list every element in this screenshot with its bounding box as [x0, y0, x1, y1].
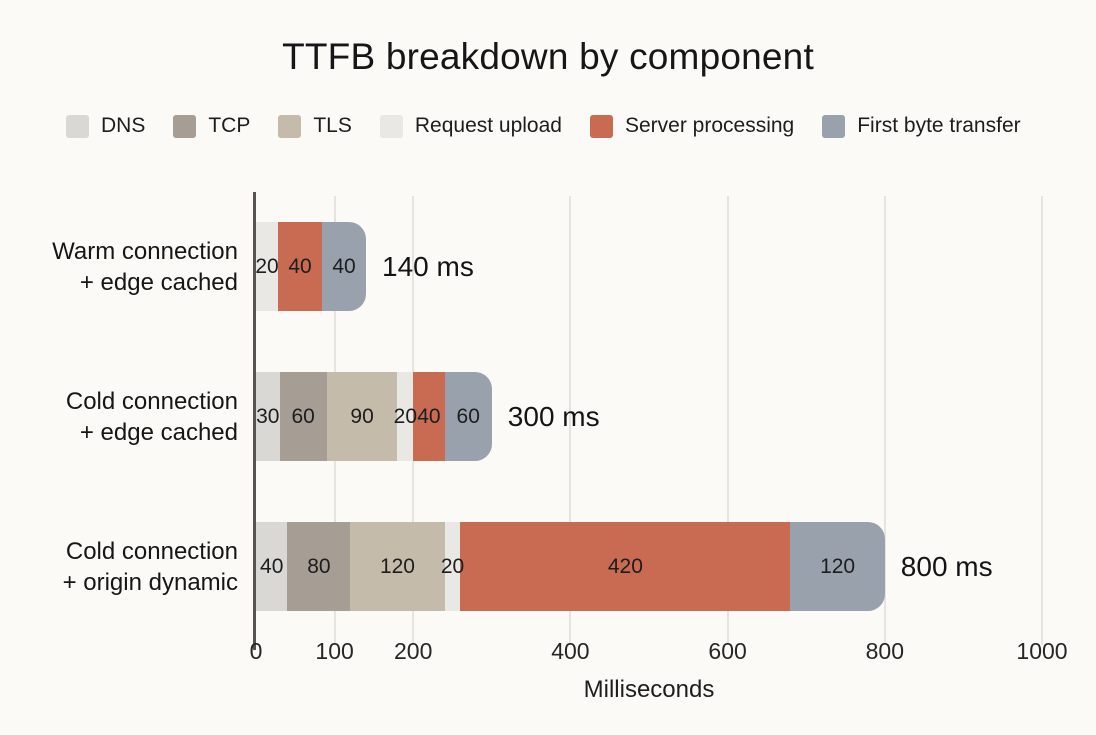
- bar-warm-connection-edge-cached: 20 40 40: [255, 222, 367, 311]
- bar-segment-first-byte-transfer: 60: [444, 372, 492, 461]
- x-tick-label: 600: [708, 638, 747, 664]
- bar-segment-tls: 120: [350, 522, 445, 611]
- gridline-800: [883, 196, 886, 645]
- legend-item-dns: DNS: [66, 114, 145, 138]
- bar-total-label: 800 ms: [900, 550, 993, 582]
- gridline-400: [569, 196, 572, 645]
- category-label-line: Cold connection: [65, 537, 238, 565]
- bar-value-label: 40: [417, 404, 441, 428]
- bar-value-label: 80: [307, 554, 331, 578]
- legend-label: Server processing: [624, 114, 795, 137]
- category-label-line: + origin dynamic: [62, 568, 238, 596]
- y-axis-line: [253, 192, 256, 650]
- bar-segment-request-upload: 20: [255, 222, 279, 311]
- legend-item-tcp: TCP: [173, 114, 250, 138]
- gridline-600: [726, 196, 729, 645]
- bar-total-label: 140 ms: [382, 250, 474, 282]
- bar-segment-tcp: 80: [287, 522, 351, 611]
- legend: DNS TCP TLS Request upload Server processing…: [66, 114, 1021, 138]
- legend-label: TLS: [313, 114, 352, 137]
- bar-value-label: 20: [393, 404, 418, 428]
- legend-swatch-tcp: [173, 114, 197, 138]
- bar-total-label: 300 ms: [507, 400, 600, 432]
- legend-swatch-request-upload: [379, 114, 403, 138]
- bar-cold-connection-origin-dynamic: 40 80 120 20 420 120: [256, 522, 885, 611]
- bar-value-label: 60: [456, 404, 480, 428]
- bar-value-label: 30: [256, 404, 280, 428]
- legend-swatch-dns: [66, 114, 89, 138]
- legend-swatch-tls: [278, 114, 302, 138]
- legend-swatch-server-processing: [589, 114, 613, 138]
- category-label-line: Cold connection: [65, 387, 238, 415]
- x-tick-label: 400: [551, 638, 590, 664]
- legend-label: First byte transfer: [857, 114, 1021, 137]
- x-tick-label: 200: [394, 638, 433, 664]
- bar-value-label: 40: [332, 254, 356, 278]
- bar-value-label: 420: [607, 554, 643, 578]
- bar-segment-server-processing: 420: [460, 522, 791, 611]
- legend-item-request-upload: Request upload: [379, 114, 562, 138]
- bar-value-label: 40: [260, 554, 284, 578]
- bar-segment-dns: 30: [256, 372, 280, 461]
- legend-swatch-first-byte-transfer: [822, 114, 846, 138]
- legend-item-tls: TLS: [278, 114, 352, 138]
- legend-item-first-byte-transfer: First byte transfer: [822, 114, 1021, 138]
- x-tick-label: 800: [865, 638, 904, 664]
- bar-segment-request-upload: 20: [394, 372, 417, 461]
- bar-segment-request-upload: 20: [441, 522, 464, 611]
- bar-value-label: 20: [255, 254, 279, 278]
- x-tick-label: 100: [315, 638, 354, 664]
- bar-value-label: 90: [350, 404, 374, 428]
- bar-segment-server-processing: 40: [278, 222, 323, 311]
- legend-label: TCP: [208, 114, 251, 137]
- legend-label: DNS: [101, 114, 146, 137]
- chart-title: TTFB breakdown by component: [282, 36, 814, 77]
- bar-segment-first-byte-transfer: 40: [322, 222, 367, 311]
- x-axis-title: Milliseconds: [583, 676, 715, 703]
- x-tick-label: 1000: [1016, 638, 1068, 664]
- category-label: Cold connection + edge cached: [10, 386, 238, 448]
- category-label-line: Warm connection: [52, 237, 238, 265]
- bar-segment-tls: 90: [326, 372, 398, 461]
- category-label-line: + edge cached: [79, 268, 238, 296]
- bar-value-label: 120: [379, 554, 415, 578]
- bar-value-label: 20: [440, 554, 465, 578]
- bar-value-label: 120: [820, 554, 856, 578]
- bar-value-label: 40: [288, 254, 312, 278]
- bar-segment-server-processing: 40: [413, 372, 445, 461]
- bar-segment-tcp: 60: [279, 372, 327, 461]
- legend-label: Request upload: [414, 114, 562, 137]
- x-tick-label: 0: [249, 638, 263, 664]
- bar-cold-connection-edge-cached: 30 60 90 20 40 60: [256, 372, 492, 461]
- bar-segment-first-byte-transfer: 120: [790, 522, 885, 611]
- gridline-1000: [1041, 196, 1043, 645]
- category-label: Warm connection + edge cached: [10, 236, 238, 298]
- category-label: Cold connection + origin dynamic: [10, 536, 238, 598]
- bar-segment-dns: 40: [256, 522, 288, 611]
- legend-item-server-processing: Server processing: [589, 114, 795, 138]
- category-label-line: + edge cached: [79, 418, 238, 446]
- bar-value-label: 60: [291, 404, 315, 428]
